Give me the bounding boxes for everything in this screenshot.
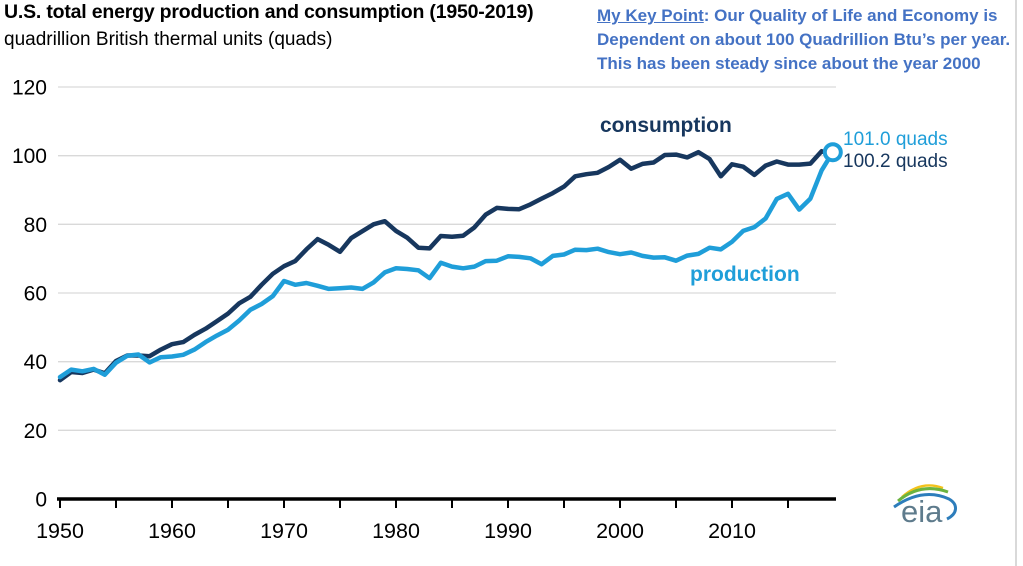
x-tick-label: 1980 bbox=[372, 519, 420, 543]
y-tick-label: 120 bbox=[12, 77, 47, 100]
x-tick-label: 2010 bbox=[708, 519, 756, 543]
y-tick-label: 80 bbox=[24, 214, 47, 237]
slide-edge-divider bbox=[1015, 0, 1017, 566]
page-title: U.S. total energy production and consump… bbox=[4, 1, 534, 23]
x-tick-label: 2000 bbox=[596, 519, 644, 543]
key-point-body: : Our Quality of Life and Economy is Dep… bbox=[597, 6, 1011, 73]
key-point-heading: My Key Point bbox=[597, 6, 704, 25]
consumption-line bbox=[57, 148, 836, 383]
consumption-series-label: consumption bbox=[600, 114, 732, 137]
eia-swoosh-green-icon bbox=[897, 487, 949, 503]
page-subtitle: quadrillion British thermal units (quads… bbox=[4, 29, 333, 50]
key-point-note: My Key Point: Our Quality of Life and Ec… bbox=[597, 4, 1023, 76]
eia-logo: eia bbox=[893, 484, 958, 529]
y-tick-label: 100 bbox=[12, 145, 47, 168]
eia-swoosh-blue-icon bbox=[893, 493, 958, 521]
production-end-value-label: 101.0 quads bbox=[843, 129, 948, 150]
eia-logo-text: eia bbox=[901, 494, 943, 529]
y-tick-label: 40 bbox=[24, 351, 47, 374]
consumption-end-value-label: 100.2 quads bbox=[843, 151, 948, 172]
production-line bbox=[57, 149, 836, 380]
y-tick-label: 60 bbox=[24, 283, 47, 306]
y-tick-label: 0 bbox=[35, 489, 47, 512]
y-tick-label: 20 bbox=[24, 420, 47, 443]
x-tick-label: 1960 bbox=[148, 519, 196, 543]
x-tick-label: 1970 bbox=[260, 519, 308, 543]
production-end-marker bbox=[822, 142, 843, 163]
production-series-label: production bbox=[690, 263, 800, 286]
x-tick-label: 1950 bbox=[36, 519, 84, 543]
x-tick-label: 1990 bbox=[484, 519, 532, 543]
